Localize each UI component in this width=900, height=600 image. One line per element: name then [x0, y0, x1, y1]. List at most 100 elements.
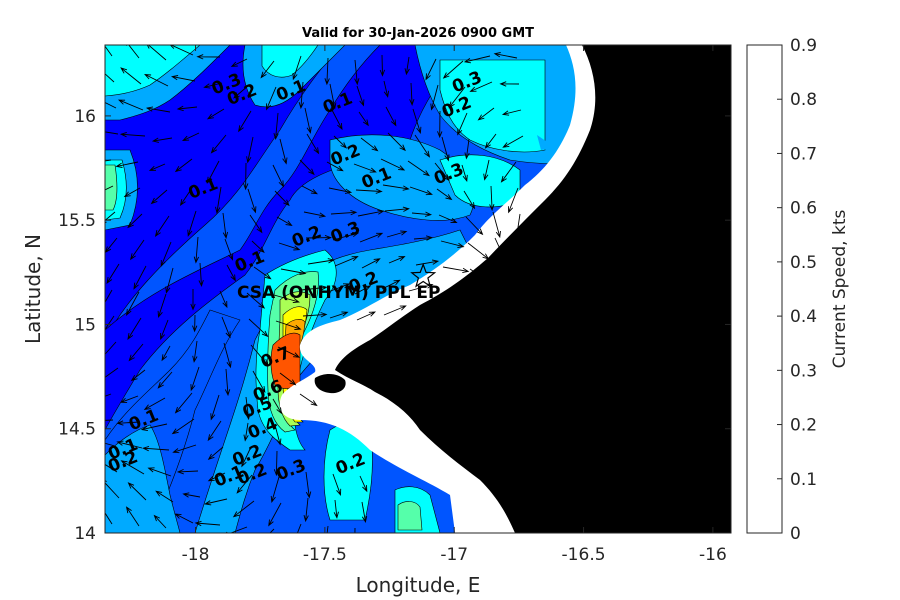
vector-arrow	[250, 344, 269, 366]
vector-arrow	[355, 188, 383, 194]
vector-arrow	[499, 81, 520, 87]
vector-arrow	[145, 106, 171, 113]
vector-arrow	[170, 75, 196, 82]
vector-arrow	[383, 80, 390, 98]
colorbar-tick-label: 0.9	[790, 36, 817, 56]
vector-arrow	[243, 162, 249, 191]
x-tick-label: -16	[699, 545, 727, 565]
site-marker-star	[410, 262, 437, 288]
coastal-band-fragment	[537, 135, 556, 150]
vector-arrow	[268, 502, 282, 527]
vector-arrow	[203, 498, 228, 506]
vector-arrow	[241, 448, 251, 468]
vector-arrow	[105, 442, 116, 447]
vector-arrow	[126, 291, 140, 316]
vector-arrow	[356, 85, 365, 107]
vector-arrow	[299, 393, 318, 407]
vector-arrow	[105, 101, 117, 109]
vector-arrow	[477, 107, 495, 121]
vector-arrow	[120, 460, 145, 475]
vector-arrow	[253, 266, 272, 280]
contour-band	[261, 45, 319, 78]
vector-arrow	[174, 392, 193, 414]
vector-arrow	[501, 109, 522, 116]
vector-arrow	[409, 186, 433, 196]
vector-arrow	[434, 162, 450, 182]
vector-arrow	[174, 513, 194, 524]
vector-arrow	[155, 490, 174, 503]
peninsula-tip	[314, 374, 346, 394]
vector-arrow	[440, 240, 465, 248]
vector-arrow	[306, 133, 320, 155]
vector-arrow	[305, 234, 332, 241]
site-label: CSA (ONHYM) PPL EP	[237, 283, 440, 303]
colorbar-tick-label: 0.6	[790, 199, 817, 219]
y-tick-label: 14	[74, 524, 96, 544]
vector-arrow	[437, 110, 443, 139]
x-axis-label: Longitude, E	[356, 573, 481, 597]
vector-arrow	[361, 258, 381, 269]
vector-arrow	[489, 185, 495, 212]
vector-arrow	[279, 138, 288, 165]
vector-arrow	[425, 58, 437, 81]
colorbar-frame	[746, 44, 783, 534]
vector-arrow	[181, 132, 200, 142]
vector-arrow	[206, 108, 225, 120]
vector-arrow	[120, 67, 142, 85]
vector-arrow	[246, 136, 254, 164]
vector-arrow	[442, 60, 464, 79]
vector-arrow	[305, 471, 312, 499]
contour-band	[397, 501, 423, 531]
vector-arrow	[133, 265, 147, 290]
vector-arrow	[299, 159, 315, 176]
plot-area: 0.30.2 0.1 0.10.30.20.20.1 0.30.10.2 0.30.10…	[105, 45, 731, 533]
vector-arrow	[494, 237, 507, 263]
vector-arrow	[171, 418, 195, 435]
vector-arrow	[207, 446, 224, 460]
vector-arrow	[273, 294, 300, 304]
vector-arrow	[233, 84, 250, 99]
contour-band	[329, 134, 474, 221]
colorbar-tick-label: 0	[790, 524, 801, 544]
x-tick-label: -17.5	[303, 545, 347, 565]
y-tick-label: 14.5	[58, 420, 96, 440]
vector-arrow	[457, 112, 468, 136]
vector-arrow	[275, 320, 302, 330]
vector-arrow	[502, 135, 524, 148]
vector-arrow	[298, 81, 305, 110]
vector-arrow	[203, 82, 223, 89]
vector-arrow	[230, 58, 248, 67]
vector-arrow	[414, 134, 431, 158]
vector-arrow	[105, 237, 118, 254]
colorbar-tick-label: 0.5	[790, 253, 817, 273]
vector-arrow	[465, 216, 484, 236]
vector-arrow	[354, 527, 356, 533]
vector-arrow	[157, 371, 173, 389]
vector-arrow	[279, 372, 297, 386]
vector-arrow	[274, 190, 290, 207]
vector-arrow	[469, 81, 493, 92]
vector-arrow	[276, 216, 293, 227]
vector-arrow	[176, 468, 199, 475]
vector-arrow	[266, 86, 277, 111]
contour-band	[105, 424, 181, 533]
chart-title: Valid for 30-Jan-2026 0900 GMT	[302, 26, 534, 41]
vector-arrow	[119, 131, 146, 138]
vector-arrow	[127, 213, 143, 229]
vector-arrow	[359, 232, 384, 243]
vector-arrow	[165, 267, 174, 294]
vector-arrow	[223, 342, 232, 369]
vector-arrow	[116, 440, 143, 449]
y-tick-label: 15.5	[58, 211, 96, 231]
vector-arrow	[140, 423, 168, 432]
vector-arrow	[358, 111, 369, 127]
vector-arrow	[277, 346, 301, 358]
vector-arrow	[190, 366, 200, 392]
vector-arrow	[436, 188, 453, 201]
vector-arrow	[300, 285, 328, 291]
colorbar: 0 0.1 0.2 0.3 0.4 0.5 0.6 0.7 0.8 0.9	[746, 36, 817, 544]
y-tick-label: 16	[74, 107, 96, 127]
vector-arrow	[194, 520, 221, 527]
land-mass	[335, 45, 731, 533]
vector-arrow	[442, 266, 470, 274]
